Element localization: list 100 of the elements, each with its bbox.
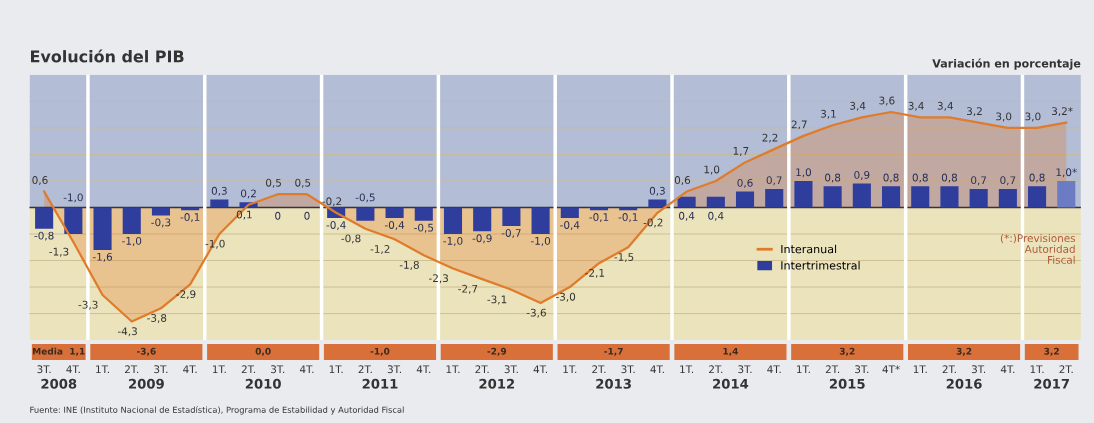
text: -3,6 xyxy=(136,347,156,356)
data-label: -1,8 xyxy=(399,260,419,270)
legend-label: Intertrimestral xyxy=(781,260,860,270)
text: 2017 xyxy=(1034,378,1069,389)
text: 2011 xyxy=(362,378,398,389)
data-label: 0,3 xyxy=(211,186,227,196)
bar xyxy=(531,207,550,234)
data-label: 0,6 xyxy=(674,176,691,186)
bar xyxy=(414,207,433,221)
data-label: 0,4 xyxy=(708,211,724,221)
data-label: 2,7 xyxy=(791,120,807,130)
x-tick-label: 2T. xyxy=(709,365,723,374)
bar xyxy=(940,186,959,208)
data-label: 3,1 xyxy=(820,109,836,119)
bar xyxy=(823,186,842,208)
data-label: 0,8 xyxy=(825,173,841,183)
bar xyxy=(356,207,375,221)
data-label: 1,0* xyxy=(1056,168,1077,178)
data-label: 0 xyxy=(275,211,281,220)
data-label: 0,8 xyxy=(912,173,928,183)
x-tick-label: 2T. xyxy=(475,365,489,374)
x-tick-label: 3T. xyxy=(154,365,168,374)
bar xyxy=(560,207,579,219)
data-label: 1,0 xyxy=(704,165,720,175)
text: -2,9 xyxy=(487,347,507,356)
bar xyxy=(765,188,784,208)
x-tick-label: 4T. xyxy=(416,365,431,374)
data-label: 0,7 xyxy=(971,176,987,186)
bar xyxy=(1028,186,1047,208)
bar xyxy=(1057,180,1076,208)
bar xyxy=(385,207,404,219)
data-label: 0,2 xyxy=(240,189,256,199)
text: 2016 xyxy=(946,378,982,389)
x-tick-label: 1T. xyxy=(680,365,694,374)
data-label: 3,0 xyxy=(996,112,1012,122)
text: -1,0 xyxy=(370,347,390,356)
bar xyxy=(443,207,463,234)
x-tick-label: 2T. xyxy=(942,365,956,374)
text: -1,7 xyxy=(604,347,623,356)
text: 0,0 xyxy=(255,347,271,356)
bar xyxy=(735,191,755,208)
source-note: Fuente: INE (Instituto Nacional de Estadística), Programa de Estabilidad y Autoridad Fiscal xyxy=(30,406,404,415)
data-label: -1,6 xyxy=(92,252,113,262)
text: 3,2 xyxy=(839,347,855,356)
data-label: -2,7 xyxy=(458,284,478,294)
bar xyxy=(969,188,988,208)
x-tick-label: 1T. xyxy=(212,365,226,374)
x-tick-label: 2T. xyxy=(124,365,139,374)
bar xyxy=(502,207,521,227)
data-label: -1,5 xyxy=(614,253,634,262)
data-label: 3,4 xyxy=(937,101,953,111)
text: 2010 xyxy=(245,378,281,389)
x-tick-label: 2T. xyxy=(358,365,372,374)
legend-label: Interanual xyxy=(781,244,837,254)
data-label: -0,5 xyxy=(414,223,434,233)
text: 2012 xyxy=(479,378,515,389)
x-tick-label: 2T. xyxy=(1059,365,1073,374)
x-tick-label: 4T. xyxy=(767,365,781,374)
data-label: 3,2 xyxy=(967,107,982,117)
x-tick-label: 2T. xyxy=(592,365,606,374)
data-label: -1,3 xyxy=(49,247,69,257)
x-tick-label: 3T. xyxy=(504,365,518,374)
annotation: (*:)Previsiones Autoridad Fiscal xyxy=(1000,234,1076,264)
data-label: 3,0 xyxy=(1025,112,1041,122)
x-tick-label: 3T. xyxy=(738,365,752,374)
bar xyxy=(35,207,54,229)
bar xyxy=(93,207,112,250)
data-label: 0,3 xyxy=(649,186,665,196)
bar xyxy=(794,180,813,208)
text: 2014 xyxy=(713,378,749,389)
data-label: -3,1 xyxy=(487,295,507,305)
data-label: 3,2* xyxy=(1052,107,1073,117)
data-label: -1,0 xyxy=(122,236,142,246)
data-label: -4,3 xyxy=(117,327,137,337)
x-tick-label: 3T. xyxy=(387,365,401,374)
data-label: -1,0 xyxy=(443,236,463,246)
bar xyxy=(181,207,200,211)
data-label: -0,5 xyxy=(355,193,375,203)
x-tick-label: 4T* xyxy=(882,365,900,374)
data-label: -1,0 xyxy=(63,193,83,203)
data-label: -3,3 xyxy=(78,300,98,310)
data-label: -1,2 xyxy=(370,245,390,254)
data-label: 0,6 xyxy=(32,176,48,186)
data-label: -0,4 xyxy=(560,221,580,230)
x-tick-label: 4T. xyxy=(183,365,197,374)
data-label: 0,5 xyxy=(295,178,311,188)
data-label: 0 xyxy=(304,211,310,220)
bar xyxy=(619,207,638,211)
bar xyxy=(881,186,901,208)
text: 2015 xyxy=(829,378,865,389)
data-label: 0,6 xyxy=(737,178,753,188)
data-label: -0,8 xyxy=(34,231,54,241)
data-label: 1,7 xyxy=(733,147,749,156)
data-label: -3,0 xyxy=(555,292,576,302)
data-label: -0,7 xyxy=(501,229,521,238)
data-label: 0,7 xyxy=(1000,176,1016,186)
text: 1,4 xyxy=(723,347,739,356)
x-tick-label: 3T. xyxy=(621,365,635,374)
data-label: -0,3 xyxy=(151,218,171,228)
x-tick-label: 4T. xyxy=(650,365,664,374)
